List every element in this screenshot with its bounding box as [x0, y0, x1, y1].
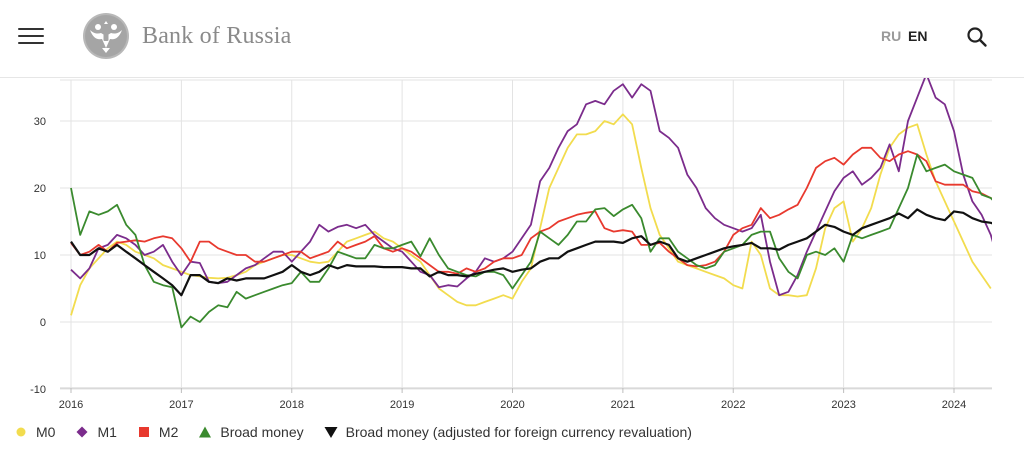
legend-item[interactable]: M0	[14, 424, 55, 440]
legend-label: Broad money	[220, 424, 304, 440]
search-icon[interactable]	[966, 26, 988, 48]
legend-marker-triangle-down-icon	[324, 427, 338, 438]
money-supply-chart: -10 0 10 20 30 2016 2017 2018 2019 2020 2021 2022 20…	[30, 78, 992, 411]
y-tick-label: -10	[30, 384, 46, 396]
lang-ru-link[interactable]: RU	[881, 28, 902, 44]
x-tick-label: 2016	[59, 399, 83, 411]
series-line-broad-money-adjusted-for-foreign-currency-revaluation	[70, 208, 992, 297]
y-tick-label: 0	[40, 317, 46, 329]
chart-legend: M0 M1 M2 Broad money Broad money (adjusted f…	[14, 420, 712, 444]
legend-label: M1	[97, 424, 117, 440]
menu-icon[interactable]	[18, 26, 44, 46]
double-headed-eagle-icon	[83, 13, 129, 59]
lang-en-link[interactable]: EN	[908, 28, 928, 44]
x-tick-label: 2020	[500, 399, 524, 411]
x-tick-label: 2021	[611, 399, 635, 411]
legend-item[interactable]: Broad money	[198, 424, 304, 440]
x-tick-label: 2017	[169, 399, 193, 411]
legend-label: M2	[158, 424, 179, 440]
legend-item[interactable]: Broad money (adjusted for foreign curren…	[324, 424, 692, 440]
y-tick-label: 20	[34, 183, 46, 195]
legend-item[interactable]: M1	[75, 424, 117, 440]
legend-label: Broad money (adjusted for foreign curren…	[345, 424, 692, 440]
legend-marker-diamond-icon	[76, 426, 88, 438]
x-tick-label: 2023	[831, 399, 855, 411]
legend-marker-circle-icon	[16, 427, 26, 437]
legend-label: M0	[36, 424, 56, 440]
series-line-m1	[70, 78, 992, 297]
logo-link[interactable]: Bank of Russia	[82, 12, 291, 60]
x-tick-label: 2022	[721, 399, 745, 411]
legend-marker-square-icon	[138, 427, 149, 437]
x-tick-label: 2024	[942, 399, 966, 411]
series-line-m0	[70, 113, 992, 316]
x-tick-label: 2019	[390, 399, 414, 411]
legend-marker-triangle-icon	[199, 426, 212, 438]
logo-text: Bank of Russia	[142, 22, 292, 49]
series-line-m2	[70, 146, 992, 275]
y-tick-label: 10	[34, 250, 46, 262]
y-tick-label: 30	[34, 116, 46, 128]
x-tick-label: 2018	[280, 399, 304, 411]
legend-item[interactable]: M2	[137, 424, 178, 440]
site-header: Bank of Russia RU EN	[0, 0, 1024, 78]
